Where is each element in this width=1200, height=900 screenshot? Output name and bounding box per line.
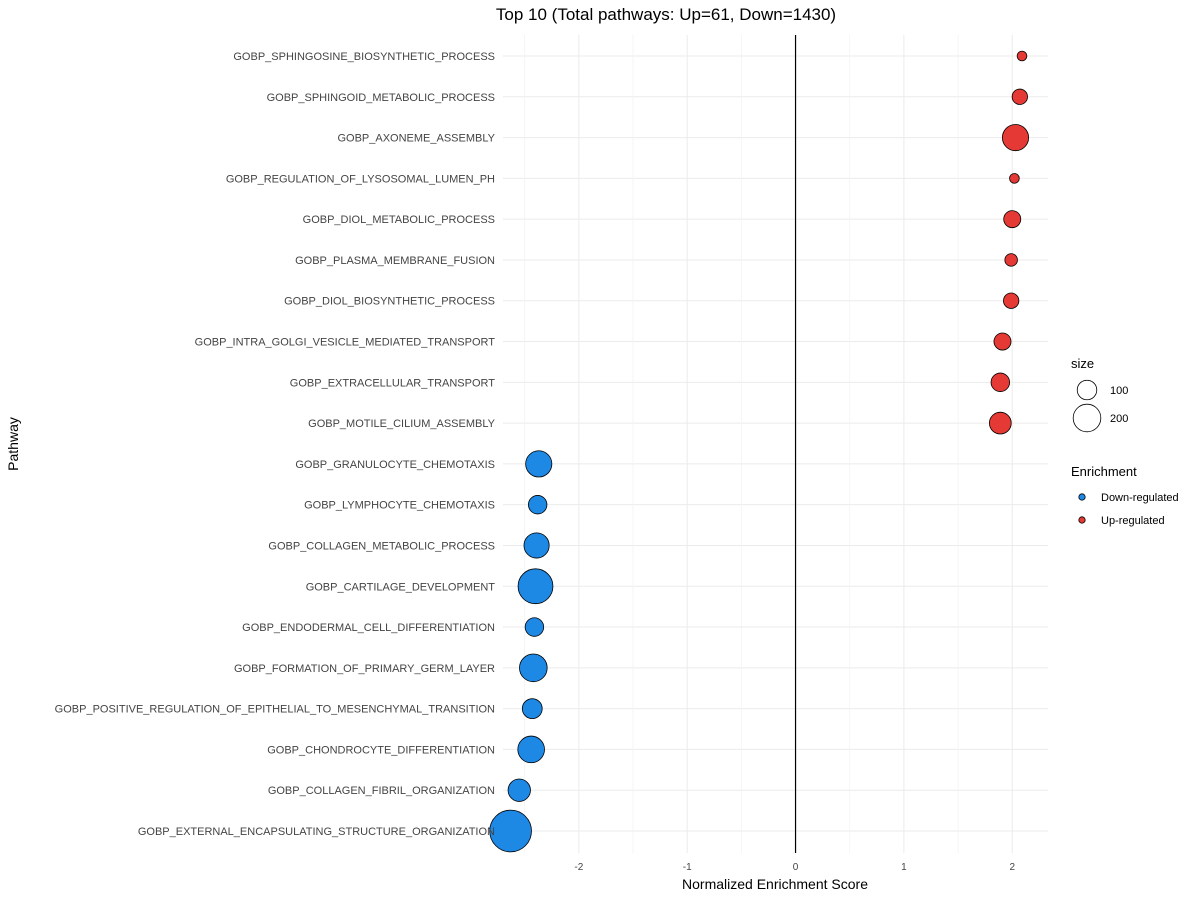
y-tick-label: GOBP_SPHINGOSINE_BIOSYNTHETIC_PROCESS <box>233 51 495 63</box>
size-legend-label: 200 <box>1110 413 1128 425</box>
y-tick-label: GOBP_EXTERNAL_ENCAPSULATING_STRUCTURE_OR… <box>138 826 495 838</box>
data-point <box>517 568 554 605</box>
y-tick-label: GOBP_LYMPHOCYTE_CHEMOTAXIS <box>304 500 495 512</box>
data-point <box>528 495 548 515</box>
grid-lines <box>503 35 1048 853</box>
y-tick-label: GOBP_AXONEME_ASSEMBLY <box>337 133 495 145</box>
y-tick-labels: GOBP_SPHINGOSINE_BIOSYNTHETIC_PROCESS GOB… <box>55 51 496 838</box>
size-legend-title: size <box>1071 356 1094 371</box>
y-tick-label: GOBP_COLLAGEN_FIBRIL_ORGANIZATION <box>268 785 495 797</box>
y-tick-label: GOBP_SPHINGOID_METABOLIC_PROCESS <box>267 92 495 104</box>
x-tick-label: 2 <box>1009 862 1015 873</box>
enrichment-legend: Enrichment Down-regulated Up-regulated <box>1071 464 1179 527</box>
y-tick-label: GOBP_MOTILE_CILIUM_ASSEMBLY <box>308 418 496 430</box>
x-tick-label: 1 <box>901 862 907 873</box>
data-point <box>523 532 550 559</box>
data-point <box>1016 50 1028 62</box>
chart-title: Top 10 (Total pathways: Up=61, Down=1430… <box>496 5 836 24</box>
x-tick-label: -1 <box>683 862 692 873</box>
y-axis-title: Pathway <box>5 417 21 471</box>
x-tick-label: 0 <box>793 862 799 873</box>
data-point <box>507 778 531 802</box>
data-point <box>1011 88 1028 105</box>
x-tick-labels: -2 -1 0 1 2 <box>574 862 1015 873</box>
data-point <box>1001 124 1030 152</box>
data-point <box>517 735 545 764</box>
data-point <box>1009 173 1020 184</box>
y-tick-label: GOBP_COLLAGEN_METABOLIC_PROCESS <box>268 540 495 552</box>
enrichment-legend-label: Up-regulated <box>1101 515 1165 527</box>
y-tick-label: GOBP_DIOL_METABOLIC_PROCESS <box>303 214 495 226</box>
y-tick-label: GOBP_GRANULOCYTE_CHEMOTAXIS <box>295 459 495 471</box>
data-points <box>489 50 1030 853</box>
enrichment-legend-title: Enrichment <box>1071 464 1137 479</box>
y-tick-label: GOBP_CARTILAGE_DEVELOPMENT <box>306 581 496 593</box>
y-tick-label: GOBP_EXTRACELLULAR_TRANSPORT <box>290 377 495 389</box>
enrichment-legend-key <box>1078 516 1086 524</box>
data-point <box>489 809 532 853</box>
enrichment-legend-key <box>1078 493 1086 501</box>
y-tick-label: GOBP_PLASMA_MEMBRANE_FUSION <box>295 255 495 267</box>
data-point <box>1004 253 1018 267</box>
data-point <box>1003 210 1022 229</box>
data-point <box>1003 292 1020 309</box>
y-tick-label: GOBP_POSITIVE_REGULATION_OF_EPITHELIAL_T… <box>55 704 495 716</box>
size-legend-key <box>1076 379 1098 401</box>
y-tick-label: GOBP_CHONDROCYTE_DIFFERENTIATION <box>267 744 495 756</box>
data-point <box>525 450 553 478</box>
y-tick-label: GOBP_ENDODERMAL_CELL_DIFFERENTIATION <box>242 622 495 634</box>
data-point <box>990 372 1010 392</box>
data-point <box>993 332 1012 351</box>
y-tick-label: GOBP_FORMATION_OF_PRIMARY_GERM_LAYER <box>234 663 495 675</box>
data-point <box>521 698 543 719</box>
size-legend-key <box>1072 403 1102 433</box>
size-legend: size 100 200 <box>1071 356 1128 433</box>
x-tick-label: -2 <box>574 862 583 873</box>
y-tick-label: GOBP_REGULATION_OF_LYSOSOMAL_LUMEN_PH <box>226 173 495 185</box>
data-point <box>989 411 1012 435</box>
y-tick-label: GOBP_DIOL_BIOSYNTHETIC_PROCESS <box>284 296 495 308</box>
y-tick-label: GOBP_INTRA_GOLGI_VESICLE_MEDIATED_TRANSP… <box>195 337 496 349</box>
enrichment-legend-label: Down-regulated <box>1101 492 1179 504</box>
size-legend-label: 100 <box>1110 385 1128 397</box>
data-point <box>519 653 548 683</box>
data-point <box>524 617 545 637</box>
x-axis-title: Normalized Enrichment Score <box>682 876 868 892</box>
